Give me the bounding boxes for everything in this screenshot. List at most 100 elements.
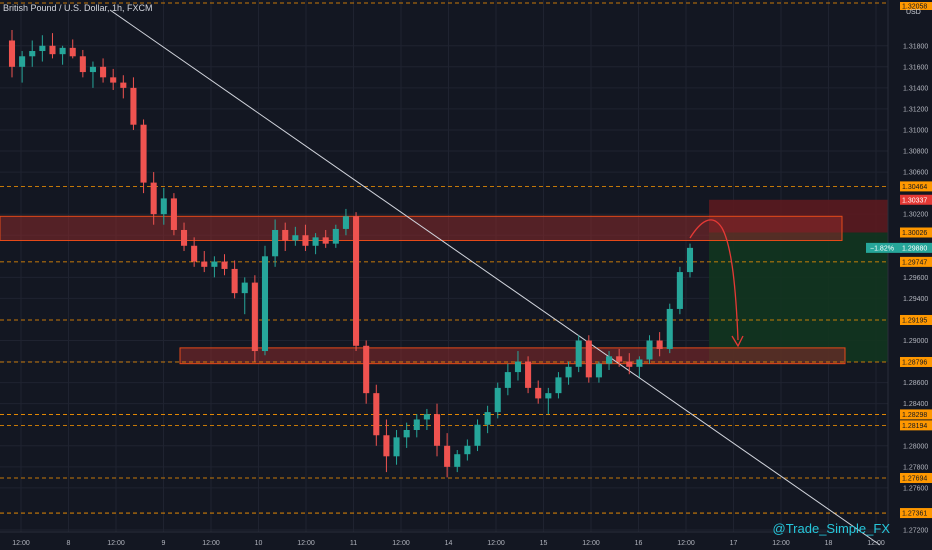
level-price-tag: 1.28298 [902,412,927,419]
candle [312,233,319,255]
candle-body [170,198,177,230]
candle [474,419,481,452]
candle [363,340,370,404]
x-tick-label: 15 [540,540,548,547]
candle-body [353,216,360,346]
x-tick-label: 12:00 [392,540,410,547]
projection-arrow-head [731,335,744,348]
candle-body [150,182,157,215]
candle [484,405,491,434]
candle [565,361,572,385]
change-tag: −1.82% [870,245,894,252]
candle [383,419,390,473]
y-tick-label: 1.29000 [903,338,928,345]
candle-body [241,282,248,294]
entry-price-tag: 1.30026 [902,230,927,237]
candle-body [120,82,127,88]
candle-body [464,445,471,455]
candle [8,29,16,78]
level-price-tag-bg [900,420,932,431]
candle-body [39,45,46,52]
candle [353,212,360,352]
x-tick-label: 12:00 [107,540,125,547]
level-price-tag: 1.27361 [902,511,927,518]
candle-body [474,424,481,446]
candle [342,208,349,236]
level-price-tag-bg [900,472,932,483]
x-tick-label: 12:00 [582,540,600,547]
stop-price-tag-bg [900,194,932,205]
candle [79,49,86,78]
level-price-tag-bg [900,181,932,192]
candle-body [656,340,663,349]
candle [170,193,177,236]
x-tick-label: 8 [67,540,71,547]
candle-body [363,345,370,394]
watermark: @Trade_Simple_FX [772,521,890,536]
candle-body [525,361,532,388]
level-price-tag-bg [900,356,932,367]
candle [49,33,56,59]
y-tick-label: 1.31000 [903,127,928,134]
candle-body [261,256,269,352]
take-profit-zone [709,232,888,362]
candle-body [646,340,653,360]
level-price-tag-bg [900,508,932,519]
candle-body [454,454,461,467]
price-axis-bg [888,0,932,550]
level-price-tag: 1.29747 [902,259,927,266]
symbol-title: British Pound / U.S. Dollar, 1h, FXCM [3,3,153,13]
candle [413,414,420,438]
candle [535,380,542,404]
level-price-tag: 1.28796 [902,359,927,366]
x-tick-label: 12:00 [677,540,695,547]
x-tick-label: 12:00 [867,540,885,547]
candle-body [79,56,86,73]
candle [140,119,147,194]
candle [191,237,198,267]
candle-body [514,361,522,373]
y-tick-label: 1.31200 [903,106,928,113]
candle [373,384,380,446]
candle [251,275,258,362]
candle-body [251,282,258,352]
candle-body [555,377,562,394]
candle [292,226,299,246]
candle [606,351,613,370]
candle-body [636,359,643,367]
candle-body [342,216,349,229]
candle-body [595,363,602,378]
x-tick-label: 12:00 [772,540,790,547]
y-tick-label: 1.27600 [903,485,928,492]
level-price-tag-bg [900,314,932,325]
candle-body [322,237,329,244]
candle-body [29,51,36,57]
candle-body [8,40,16,67]
x-tick-label: 12:00 [202,540,220,547]
y-tick-label: 1.29400 [903,296,928,303]
candle [433,403,441,457]
currency-label: USD [906,9,921,16]
candle-body [59,47,66,55]
candle [555,372,562,399]
y-tick-label: 1.30200 [903,212,928,219]
candle [636,356,643,378]
candle [231,260,238,299]
candle-body [444,445,451,467]
candle-body [19,56,26,67]
candle-body [373,393,380,436]
level-price-tag: 1.27694 [902,475,927,482]
candle [626,353,633,375]
x-tick-label: 12:00 [297,540,315,547]
candle-body [221,261,228,269]
candle-body [535,387,542,399]
candle-body [676,272,683,309]
candle-body [585,340,592,378]
support-zone [179,347,846,365]
candle-body [575,340,582,367]
y-tick-label: 1.30600 [903,170,928,177]
candle [423,408,430,430]
candle [656,332,663,357]
